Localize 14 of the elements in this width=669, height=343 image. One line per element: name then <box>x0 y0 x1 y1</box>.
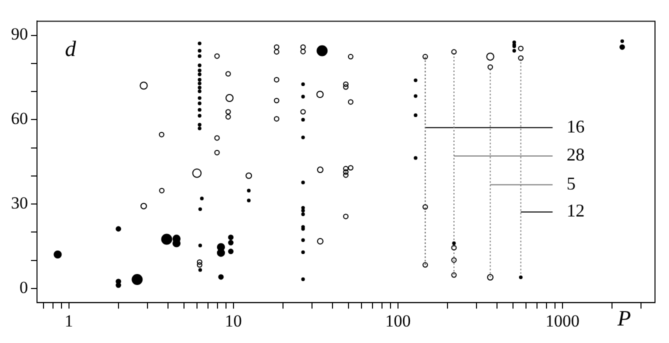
x-tick-label: 100 <box>385 311 411 330</box>
annotation: 12 <box>566 200 585 221</box>
x-tick-label: 1 <box>64 311 74 330</box>
y-axis-title: d <box>65 36 77 61</box>
y-tick-label: 90 <box>11 24 28 44</box>
y-tick-label: 60 <box>11 109 28 128</box>
x-axis-title: P <box>616 305 631 330</box>
annotation: 5 <box>566 173 576 194</box>
annotation: 16 <box>566 116 585 136</box>
y-tick-label: 0 <box>20 278 28 297</box>
x-tick-label: 10 <box>224 311 242 330</box>
y-tick-label: 30 <box>11 194 28 213</box>
x-tick-label: 1000 <box>545 311 580 330</box>
annotation: 28 <box>566 144 585 165</box>
